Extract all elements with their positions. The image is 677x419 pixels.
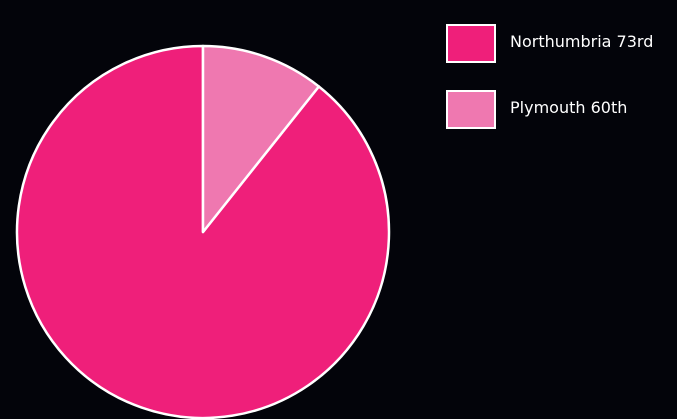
legend-swatch-northumbria-73rd [446,23,496,63]
legend-label-plymouth-60th: Plymouth 60th [510,97,628,117]
legend-item-northumbria-73rd: Northumbria 73rd [446,21,653,65]
legend-swatch-plymouth-60th [446,89,496,129]
legend: Northumbria 73rd Plymouth 60th [446,21,653,153]
legend-item-plymouth-60th: Plymouth 60th [446,87,653,131]
pie-slices [15,44,391,419]
legend-label-northumbria-73rd: Northumbria 73rd [510,31,654,51]
pie-slice-plymouth-60th [201,44,321,234]
